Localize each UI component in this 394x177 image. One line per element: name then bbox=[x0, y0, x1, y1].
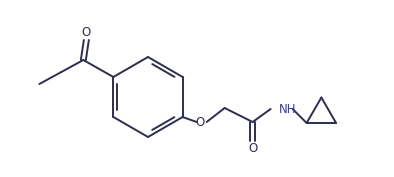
Text: O: O bbox=[195, 116, 204, 129]
Text: NH: NH bbox=[279, 102, 296, 116]
Text: O: O bbox=[82, 26, 91, 39]
Text: O: O bbox=[248, 142, 257, 155]
